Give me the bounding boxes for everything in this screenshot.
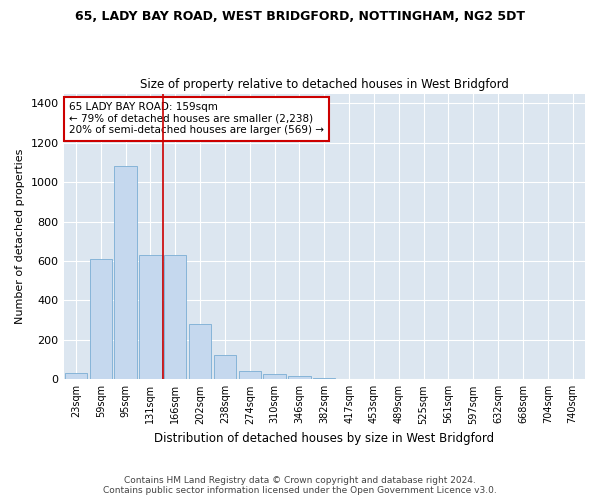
Bar [338, 378, 360, 380]
X-axis label: Distribution of detached houses by size in West Bridgford: Distribution of detached houses by size … [154, 432, 494, 445]
Bar [189, 324, 211, 380]
Y-axis label: Number of detached properties: Number of detached properties [15, 148, 25, 324]
Title: Size of property relative to detached houses in West Bridgford: Size of property relative to detached ho… [140, 78, 509, 91]
Bar [115, 166, 137, 380]
Bar [214, 354, 236, 380]
Text: 65 LADY BAY ROAD: 159sqm
← 79% of detached houses are smaller (2,238)
20% of sem: 65 LADY BAY ROAD: 159sqm ← 79% of detach… [69, 102, 324, 136]
Bar [239, 372, 261, 380]
Bar [313, 378, 335, 380]
Text: 65, LADY BAY ROAD, WEST BRIDGFORD, NOTTINGHAM, NG2 5DT: 65, LADY BAY ROAD, WEST BRIDGFORD, NOTTI… [75, 10, 525, 23]
Bar [139, 255, 161, 380]
Bar [164, 255, 187, 380]
Bar [89, 259, 112, 380]
Bar [263, 374, 286, 380]
Bar [65, 374, 87, 380]
Bar [288, 376, 311, 380]
Text: Contains HM Land Registry data © Crown copyright and database right 2024.
Contai: Contains HM Land Registry data © Crown c… [103, 476, 497, 495]
